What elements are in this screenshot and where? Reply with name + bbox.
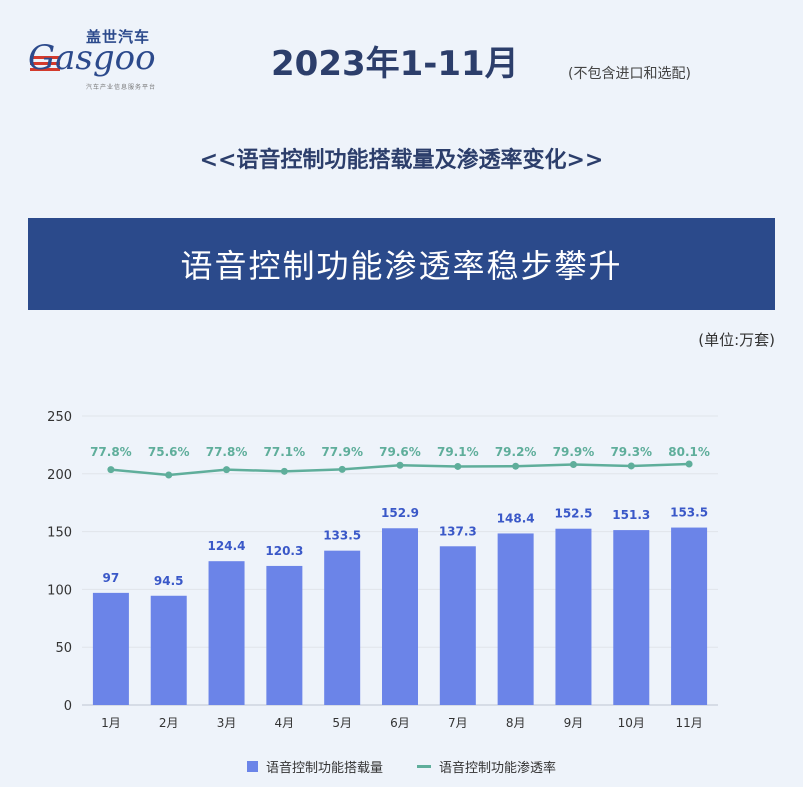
line-point bbox=[454, 462, 462, 470]
line-series bbox=[107, 460, 693, 479]
x-tick-label: 3月 bbox=[217, 716, 237, 730]
headline-banner: 语音控制功能渗透率稳步攀升 bbox=[28, 218, 775, 310]
line-point bbox=[396, 461, 404, 469]
bar-series bbox=[92, 527, 708, 705]
line-point bbox=[280, 467, 288, 475]
line-point bbox=[338, 465, 346, 473]
legend-line-swatch bbox=[417, 765, 431, 768]
bar bbox=[382, 528, 418, 705]
x-tick-label: 5月 bbox=[332, 716, 352, 730]
line-point bbox=[685, 460, 693, 468]
line-value-label: 79.1% bbox=[437, 445, 479, 459]
bar-value-label: 152.9 bbox=[381, 506, 419, 520]
bar bbox=[555, 528, 592, 705]
bar bbox=[150, 595, 187, 705]
x-tick-label: 2月 bbox=[159, 716, 179, 730]
bar-value-label: 124.4 bbox=[208, 539, 246, 553]
legend-bar-label: 语音控制功能搭载量 bbox=[265, 761, 383, 776]
bar bbox=[497, 533, 534, 705]
brand-name-en: Gasgoo bbox=[28, 38, 156, 78]
y-tick-label: 50 bbox=[55, 641, 72, 656]
line-point bbox=[107, 466, 115, 474]
y-tick-label: 250 bbox=[47, 410, 72, 425]
line-point bbox=[569, 460, 577, 468]
bar bbox=[613, 530, 650, 705]
x-tick-label: 7月 bbox=[448, 716, 468, 730]
x-tick-label: 1月 bbox=[101, 716, 121, 730]
y-tick-label: 150 bbox=[47, 526, 72, 541]
line-value-label: 79.2% bbox=[495, 445, 537, 459]
bar-value-label: 151.3 bbox=[612, 508, 650, 522]
legend-line-label: 语音控制功能渗透率 bbox=[439, 761, 557, 776]
bar bbox=[92, 592, 129, 705]
legend-item-bar: 语音控制功能搭载量 bbox=[246, 757, 383, 776]
chart-subtitle: <<语音控制功能搭载量及渗透率变化>> bbox=[199, 148, 604, 173]
x-tick-label: 8月 bbox=[506, 716, 526, 730]
x-axis: 1月 2月 3月 4月 5月 6月 7月 8月 9月 10月 11月 bbox=[101, 716, 703, 730]
brand-logo: 盖世汽车 Gasgoo 汽车产业信息服务平台 bbox=[28, 26, 188, 92]
bar bbox=[208, 561, 245, 705]
y-tick-label: 100 bbox=[47, 583, 72, 598]
bar-value-label: 133.5 bbox=[323, 529, 361, 543]
bar bbox=[439, 546, 476, 705]
line-point bbox=[512, 462, 520, 470]
bar-value-label: 153.5 bbox=[670, 506, 708, 520]
line-value-label: 77.8% bbox=[90, 445, 132, 459]
bar-value-label: 152.5 bbox=[554, 507, 592, 521]
bar-value-label: 97 bbox=[103, 571, 120, 585]
bar-value-label: 137.3 bbox=[439, 524, 477, 538]
brand-tagline: 汽车产业信息服务平台 bbox=[86, 84, 157, 91]
bar-value-label: 148.4 bbox=[497, 511, 535, 525]
combo-chart: 0 50 100 150 200 250 97 94.5 124.4 120.3 133.5 152… bbox=[47, 410, 718, 730]
page-title: 2023年1-11月 bbox=[271, 44, 519, 84]
brand-name-cn: 盖世汽车 bbox=[86, 28, 151, 46]
bar bbox=[266, 565, 303, 705]
x-tick-label: 10月 bbox=[618, 716, 645, 730]
legend-item-line: 语音控制功能渗透率 bbox=[417, 757, 556, 776]
header-note: (不包含进口和选配) bbox=[568, 66, 691, 82]
bar-value-label: 94.5 bbox=[154, 574, 184, 588]
line-point bbox=[627, 462, 635, 470]
line-value-label: 79.9% bbox=[553, 445, 595, 459]
unit-label: (单位:万套) bbox=[698, 331, 775, 349]
line-value-label: 77.1% bbox=[264, 445, 306, 459]
line-point bbox=[165, 471, 173, 479]
line-value-label: 75.6% bbox=[148, 445, 190, 459]
line-point bbox=[223, 466, 231, 474]
bar-value-label: 120.3 bbox=[265, 544, 303, 558]
line-data-labels: 77.8% 75.6% 77.8% 77.1% 77.9% 79.6% 79.1% 79.2%… bbox=[90, 445, 710, 459]
x-tick-label: 6月 bbox=[390, 716, 410, 730]
line-value-label: 80.1% bbox=[668, 445, 710, 459]
bar bbox=[671, 527, 708, 705]
legend-bar-swatch bbox=[246, 761, 258, 772]
x-tick-label: 9月 bbox=[564, 716, 584, 730]
line-value-label: 79.6% bbox=[379, 445, 421, 459]
bar bbox=[324, 550, 361, 705]
x-tick-label: 4月 bbox=[275, 716, 295, 730]
chart-legend: 语音控制功能搭载量 语音控制功能渗透率 bbox=[0, 757, 803, 776]
y-tick-label: 200 bbox=[47, 468, 72, 483]
line-value-label: 77.8% bbox=[206, 445, 248, 459]
y-tick-label: 0 bbox=[64, 699, 72, 714]
bar-data-labels: 97 94.5 124.4 120.3 133.5 152.9 137.3 148.4 152.… bbox=[103, 506, 709, 588]
line-value-label: 79.3% bbox=[610, 445, 652, 459]
line-value-label: 77.9% bbox=[321, 445, 363, 459]
logo-stripes bbox=[30, 56, 60, 74]
y-axis: 0 50 100 150 200 250 bbox=[47, 410, 72, 714]
x-tick-label: 11月 bbox=[675, 716, 702, 730]
